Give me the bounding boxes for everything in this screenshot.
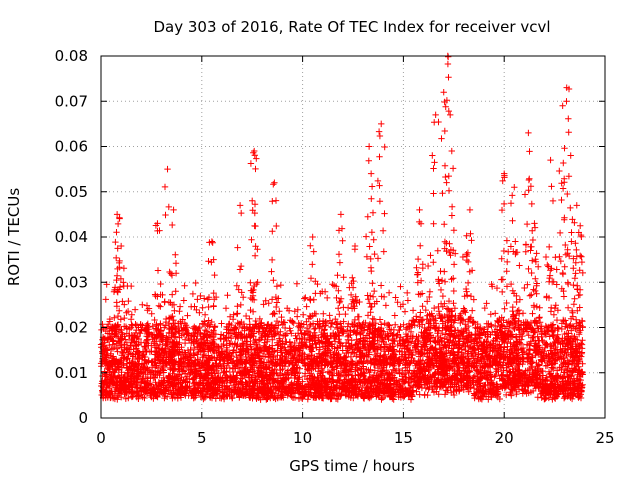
data-points <box>97 52 586 403</box>
peak-marker <box>432 111 439 119</box>
y-tick-label: 0.05 <box>55 183 88 201</box>
peak-marker <box>511 184 518 191</box>
peak-marker <box>365 143 373 150</box>
peak-marker <box>351 242 359 250</box>
y-tick-label: 0.07 <box>55 92 88 110</box>
axes <box>100 55 606 419</box>
tick-labels: 0 5 10 15 20 25 0 0.01 0.02 0.03 0.04 0.05 0.06 0.07 0… <box>55 47 615 447</box>
y-tick-label: 0.04 <box>55 228 88 246</box>
peak-marker <box>367 170 375 177</box>
x-tick-label: 0 <box>96 429 106 447</box>
x-tick-label: 15 <box>394 429 413 447</box>
x-axis-title: GPS time / hours <box>289 457 415 475</box>
x-tick-label: 10 <box>293 429 312 447</box>
peak-marker <box>440 89 447 96</box>
y-tick-label: 0.06 <box>55 138 88 156</box>
peak-marker <box>575 229 582 236</box>
peak-marker <box>251 147 258 155</box>
peak-marker <box>170 206 177 214</box>
peak-marker <box>525 129 532 137</box>
x-tick-label: 5 <box>197 429 207 447</box>
peak-marker <box>113 211 121 218</box>
peak-marker <box>466 206 474 214</box>
chart-title: Day 303 of 2016, Rate Of TEC Index for r… <box>154 18 551 36</box>
peak-marker <box>378 120 385 128</box>
peak-marker <box>117 242 125 250</box>
peak-marker <box>563 84 570 91</box>
y-tick-label: 0.02 <box>55 319 88 337</box>
peak-marker <box>416 206 423 214</box>
peak-marker <box>547 156 554 164</box>
peak-marker <box>501 170 508 177</box>
peak-marker <box>208 238 216 245</box>
y-tick-label: 0.01 <box>55 364 88 382</box>
peak-marker <box>448 147 455 155</box>
scatter-markers <box>97 53 586 403</box>
peak-marker <box>154 220 161 227</box>
peak-marker <box>567 152 574 159</box>
x-tick-label: 20 <box>495 429 514 447</box>
y-axis-title: ROTI / TECUs <box>5 188 23 286</box>
peak-marker <box>309 233 316 241</box>
peak-marker <box>559 102 566 109</box>
y-tick-label: 0.08 <box>55 47 88 65</box>
peak-marker <box>164 165 171 173</box>
peak-marker <box>573 202 580 209</box>
peak-marker <box>249 197 256 204</box>
y-tick-label: 0.03 <box>55 273 88 291</box>
peak-marker <box>531 220 538 227</box>
x-tick-label: 25 <box>595 429 614 447</box>
peak-marker <box>236 202 244 209</box>
peak-marker <box>271 179 278 186</box>
peak-marker <box>337 211 345 218</box>
y-tick-label: 0 <box>78 409 88 427</box>
